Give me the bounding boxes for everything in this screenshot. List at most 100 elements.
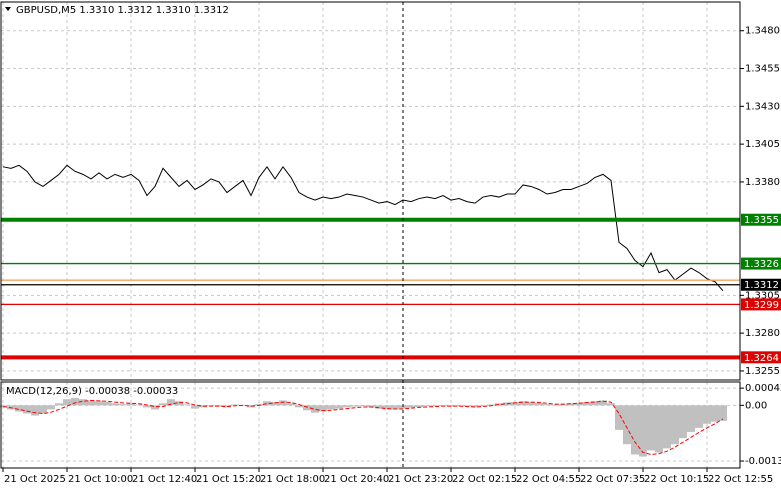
macd-bar	[343, 405, 351, 408]
level-label-box	[741, 257, 781, 270]
x-tick-label: 21 Oct 18:00	[260, 474, 325, 485]
macd-bar	[703, 405, 711, 424]
macd-bar	[159, 403, 167, 406]
macd-bar	[15, 405, 23, 412]
macd-bar	[695, 405, 703, 428]
macd-bar	[215, 405, 223, 407]
macd-bar	[551, 404, 559, 406]
macd-bar	[71, 397, 79, 406]
level-label: 1.3264	[744, 353, 779, 364]
symbol-arrow	[5, 7, 11, 11]
macd-bar	[95, 401, 103, 406]
macd-bar	[119, 404, 127, 406]
macd-bar	[615, 405, 623, 430]
macd-bar	[487, 404, 495, 406]
macd-bar	[663, 405, 671, 449]
macd-bar	[63, 399, 71, 406]
macd-bar	[679, 405, 687, 439]
macd-bar	[583, 402, 591, 406]
chart-title: GBPUSD,M5 1.3310 1.3312 1.3310 1.3312	[16, 5, 229, 16]
macd-bar	[151, 405, 159, 410]
macd-bar	[463, 405, 471, 407]
macd-bar	[167, 399, 175, 406]
y-tick-label: 1.3455	[745, 64, 780, 75]
macd-bar	[383, 405, 391, 410]
x-tick-label: 21 Oct 20:40	[324, 474, 389, 485]
y-tick-label: 1.3380	[745, 177, 780, 188]
macd-bar	[495, 403, 503, 406]
macd-pane-border	[0, 381, 741, 469]
macd-bar	[631, 405, 639, 455]
macd-bar	[623, 405, 631, 445]
macd-bar	[207, 405, 215, 406]
macd-bar	[455, 405, 463, 407]
macd-bar	[175, 401, 183, 406]
macd-bar	[607, 403, 615, 406]
macd-bar	[335, 405, 343, 409]
macd-bar	[535, 402, 543, 406]
macd-bar	[423, 405, 431, 407]
level-label-box	[741, 351, 781, 364]
macd-bar	[711, 405, 719, 422]
macd-title: MACD(12,26,9) -0.00038 -0.00033	[6, 386, 178, 397]
macd-bar	[655, 405, 663, 453]
y-tick-label: 0.00	[745, 400, 767, 411]
macd-bar	[647, 405, 655, 451]
macd-bar	[79, 399, 87, 406]
macd-bar	[671, 405, 679, 445]
y-tick-label: -0.00136	[745, 456, 781, 467]
y-tick-label: 1.3255	[745, 366, 780, 377]
macd-bar	[191, 405, 199, 409]
x-tick-label: 22 Oct 07:35	[580, 474, 645, 485]
macd-bar	[639, 405, 647, 457]
macd-bar	[359, 405, 367, 407]
macd-bar	[519, 401, 527, 406]
macd-bar	[143, 405, 151, 408]
macd-bar	[479, 405, 487, 407]
macd-bar	[311, 405, 319, 413]
macd-bar	[567, 403, 575, 406]
price-line	[2, 164, 724, 292]
macd-bar	[599, 400, 607, 406]
y-tick-label: 1.3430	[745, 101, 780, 112]
x-tick-label: 22 Oct 10:15	[644, 474, 709, 485]
macd-bar	[295, 405, 303, 408]
macd-bar	[39, 405, 47, 414]
macd-bar	[303, 405, 311, 411]
macd-bar	[239, 405, 247, 406]
macd-bar	[719, 405, 727, 421]
macd-bar	[127, 403, 135, 406]
macd-bar	[527, 402, 535, 406]
macd-bar	[183, 404, 191, 406]
macd-bar	[47, 405, 55, 410]
macd-bar	[23, 405, 31, 414]
x-tick-label: 21 Oct 2025	[4, 474, 66, 485]
macd-bar	[367, 405, 375, 408]
macd-bar	[287, 403, 295, 406]
level-label: 1.3326	[744, 259, 779, 270]
macd-bar	[575, 402, 583, 406]
macd-bar	[351, 405, 359, 407]
x-tick-label: 21 Oct 10:00	[68, 474, 133, 485]
macd-bar	[327, 405, 335, 410]
macd-bar	[103, 402, 111, 406]
macd-bar	[111, 403, 119, 406]
y-tick-label: 1.3405	[745, 139, 780, 150]
macd-bar	[591, 401, 599, 406]
macd-bar	[407, 405, 415, 408]
macd-bar	[415, 405, 423, 407]
level-label: 1.3312	[744, 280, 779, 291]
level-label-box	[741, 278, 781, 291]
x-tick-label: 22 Oct 12:55	[708, 474, 773, 485]
level-label-box	[741, 298, 781, 311]
x-tick-label: 21 Oct 23:20	[388, 474, 453, 485]
signal-line	[2, 399, 724, 455]
macd-bar	[439, 405, 447, 406]
macd-bar	[55, 403, 63, 406]
y-tick-label: 1.3305	[745, 290, 780, 301]
macd-bar	[255, 404, 263, 406]
y-tick-label: 1.3480	[745, 26, 780, 37]
macd-bar	[135, 404, 143, 406]
